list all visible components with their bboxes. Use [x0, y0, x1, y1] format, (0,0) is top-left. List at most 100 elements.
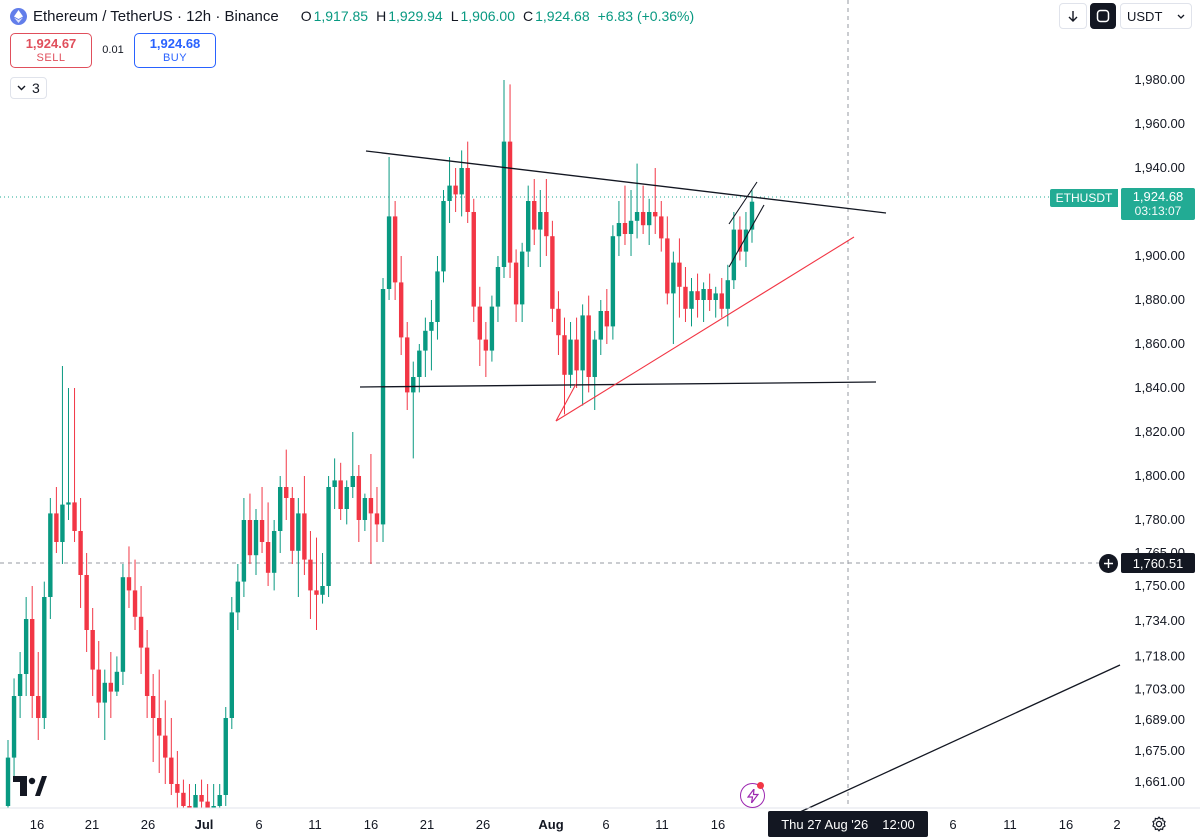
- time-axis-label: 16: [1059, 817, 1073, 832]
- arrow-down-icon: [1068, 10, 1078, 22]
- candle-body: [126, 577, 132, 591]
- candle-body: [598, 311, 603, 340]
- lightning-icon: [746, 788, 759, 803]
- time-axis-label: 16: [364, 817, 378, 832]
- projection-trendline[interactable]: [799, 664, 1121, 813]
- candle-body: [501, 141, 507, 267]
- candle-body: [205, 801, 210, 808]
- candle-body: [677, 262, 682, 287]
- candle-body: [284, 487, 289, 498]
- low-value: 1,906.00: [460, 8, 516, 24]
- time-axis-label: 26: [476, 817, 490, 832]
- candle-body: [320, 586, 325, 595]
- candle-body: [398, 282, 404, 338]
- candle-body: [513, 262, 519, 305]
- candle-body: [683, 286, 688, 309]
- channel-upper-line[interactable]: [728, 181, 758, 225]
- channel-lower-line[interactable]: [728, 204, 765, 268]
- candle-body: [326, 487, 331, 586]
- candle-body: [556, 308, 561, 336]
- candle-body: [568, 339, 573, 375]
- candle-body: [247, 520, 253, 556]
- candle-body: [435, 271, 440, 322]
- candle-body: [54, 513, 59, 542]
- candle-body: [314, 590, 319, 595]
- download-button[interactable]: [1059, 3, 1087, 29]
- candle-body: [707, 289, 712, 300]
- currency-value: USDT: [1127, 8, 1163, 24]
- time-axis-label: Aug: [538, 817, 563, 832]
- buy-button[interactable]: 1,924.68 BUY: [134, 33, 216, 68]
- candle-body: [72, 502, 77, 531]
- price-axis-label: 1,880.00: [1134, 292, 1185, 307]
- candle-body: [223, 718, 228, 795]
- candle-body: [138, 616, 144, 648]
- candle-body: [743, 229, 749, 252]
- fullscreen-button[interactable]: [1090, 3, 1116, 29]
- candle-body: [66, 502, 71, 505]
- candle-body: [120, 577, 126, 672]
- time-axis-label: 21: [420, 817, 434, 832]
- crosshair-date-label: Thu 27 Aug '26 12:00: [768, 811, 928, 837]
- price-axis-label: 1,718.00: [1134, 648, 1185, 663]
- candle-body: [302, 513, 307, 560]
- candle-body: [495, 267, 501, 307]
- candle-body: [217, 795, 222, 806]
- price-axis-label: 1,800.00: [1134, 468, 1185, 483]
- currency-select[interactable]: USDT: [1120, 3, 1192, 29]
- candle-body: [241, 520, 247, 582]
- sell-price: 1,924.67: [25, 35, 77, 51]
- candle-body: [11, 696, 17, 758]
- ascending-support-line[interactable]: [555, 236, 855, 422]
- candle-body: [477, 306, 483, 340]
- add-alert-button[interactable]: [1099, 554, 1118, 573]
- candle-body: [199, 795, 204, 802]
- price-axis-label: 1,689.00: [1134, 712, 1185, 727]
- candle-body: [48, 513, 53, 597]
- tradingview-logo-icon[interactable]: [13, 776, 47, 796]
- symbol-title[interactable]: Ethereum / TetherUS · 12h · Binance: [33, 7, 279, 25]
- candle-body: [695, 291, 700, 300]
- chevron-down-icon: [17, 85, 26, 91]
- candle-body: [580, 315, 585, 371]
- candle-body: [550, 236, 555, 309]
- time-axis-label: 11: [1003, 817, 1017, 832]
- candle-body: [731, 229, 737, 281]
- price-axis-label: 1,675.00: [1134, 743, 1185, 758]
- indicators-toggle[interactable]: 3: [10, 77, 47, 99]
- candle-body: [749, 201, 755, 230]
- candle-body: [719, 293, 724, 309]
- chart-settings-button[interactable]: [1149, 814, 1169, 834]
- support-line-anchor[interactable]: [555, 383, 577, 422]
- candle-body: [459, 168, 464, 195]
- candle-body: [429, 322, 434, 331]
- symbol-header: Ethereum / TetherUS · 12h · Binance O 1,9…: [10, 6, 694, 26]
- notification-dot: [757, 782, 764, 789]
- candle-body: [277, 487, 283, 531]
- candle-body: [235, 581, 241, 613]
- change-value: +6.83 (+0.36%): [597, 8, 695, 24]
- sell-button[interactable]: 1,924.67 SELL: [10, 33, 92, 68]
- candle-body: [538, 212, 543, 230]
- candle-body: [290, 498, 295, 551]
- candle-body: [163, 735, 168, 758]
- crosshair-date: Thu 27 Aug '26: [781, 816, 869, 832]
- bar-countdown: 03:13:07: [1134, 204, 1182, 218]
- candle-body: [483, 339, 489, 351]
- candle-body: [562, 335, 567, 375]
- time-axis-label: 6: [602, 817, 609, 832]
- candle-body: [471, 212, 476, 307]
- candle-body: [144, 647, 150, 696]
- candle-body: [447, 185, 452, 201]
- price-axis-label: 1,750.00: [1134, 578, 1185, 593]
- price-axis-label: 1,734.00: [1134, 613, 1185, 628]
- support-horizontal-line[interactable]: [359, 381, 877, 388]
- resistance-trendline[interactable]: [365, 150, 887, 214]
- candle-body: [659, 216, 664, 239]
- candle-body: [628, 220, 634, 234]
- price-axis-label: 1,900.00: [1134, 248, 1185, 263]
- candle-body: [175, 784, 180, 793]
- candle-body: [90, 630, 95, 670]
